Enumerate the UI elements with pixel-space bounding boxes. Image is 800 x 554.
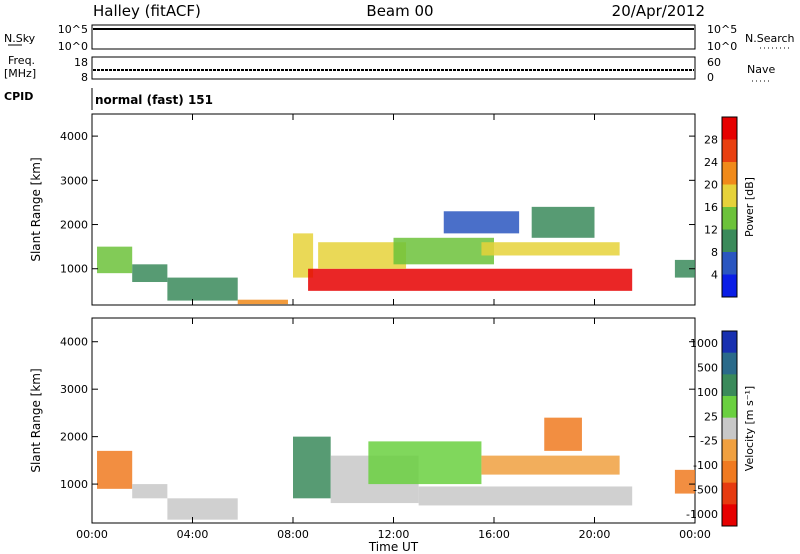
data-cell xyxy=(167,498,238,520)
data-cell xyxy=(237,299,288,305)
colorbar-segment xyxy=(722,274,737,298)
data-cell xyxy=(293,436,331,499)
x-axis-label: Time UT xyxy=(368,540,419,554)
x-tick-label: 20:00 xyxy=(579,528,611,541)
colorbar-tick-label: 100 xyxy=(697,386,718,399)
x-tick-label: 12:00 xyxy=(378,528,410,541)
colorbar-tick-label: 28 xyxy=(704,134,718,147)
nsky-tick-bottom-right: 10^0 xyxy=(707,40,737,53)
data-cell xyxy=(531,206,595,238)
colorbar-tick-label: 500 xyxy=(697,362,718,375)
colorbar-tick-label: 24 xyxy=(704,156,718,169)
y-tick-label: 2000 xyxy=(60,219,88,232)
colorbar-segment xyxy=(722,207,737,230)
colorbar-segment xyxy=(722,439,737,462)
data-cell xyxy=(318,242,407,269)
y-axis-label: Slant Range [km] xyxy=(29,157,43,261)
colorbar-tick-label: 20 xyxy=(704,179,718,192)
nsky-panel xyxy=(91,24,696,50)
data-cell xyxy=(97,246,133,274)
colorbar-label: Velocity [m s⁻¹] xyxy=(743,386,756,471)
data-cell xyxy=(418,486,633,506)
colorbar-segment xyxy=(722,331,737,354)
y-tick-label: 3000 xyxy=(60,383,88,396)
date-title: 20/Apr/2012 xyxy=(612,2,705,20)
colorbar-segment xyxy=(722,417,737,440)
colorbar-tick-label: -100 xyxy=(693,459,718,472)
data-cell xyxy=(544,417,582,451)
colorbar-segment xyxy=(722,396,737,419)
colorbar-segment xyxy=(722,461,737,484)
colorbar-tick-label: -25 xyxy=(700,435,718,448)
nave-tick-top: 60 xyxy=(707,56,721,69)
y-tick-label: 2000 xyxy=(60,431,88,444)
data-cell xyxy=(674,259,695,278)
colorbar-tick-label: -1000 xyxy=(686,508,718,521)
nsearch-label: N.Search xyxy=(745,32,795,45)
nsky-tick-bottom: 10^0 xyxy=(58,40,88,53)
data-cell xyxy=(674,469,695,494)
data-cell xyxy=(393,237,494,265)
data-cell xyxy=(308,268,633,291)
freq-label: Freq. xyxy=(8,54,35,67)
colorbar-segment xyxy=(722,229,737,253)
colorbar-tick-label: 12 xyxy=(704,224,718,237)
data-cell xyxy=(293,233,314,278)
colorbar-tick-label: 1000 xyxy=(690,337,718,350)
velocity-panel: 1000 2000 3000 4000 00:00 04:00 08:00 12:00 16:0… xyxy=(29,317,756,554)
freq-tick-top: 18 xyxy=(74,56,88,69)
nsky-tick-top-right: 10^5 xyxy=(707,23,737,36)
freq-unit-label: [MHz] xyxy=(4,67,36,80)
power-panel: 1000 2000 3000 4000 Slant Range [km] 4 8 12 16 20… xyxy=(29,113,756,306)
data-cell xyxy=(481,455,620,475)
x-tick-label: 00:00 xyxy=(76,528,108,541)
colorbar-segment xyxy=(722,482,737,505)
station-title: Halley (fitACF) xyxy=(93,2,201,20)
x-tick-label: 16:00 xyxy=(478,528,510,541)
colorbar-segment xyxy=(722,374,737,397)
colorbar-segment xyxy=(722,504,737,527)
freq-tick-bottom: 8 xyxy=(81,71,88,84)
colorbar-label: Power [dB] xyxy=(743,177,756,237)
cpid-value: normal (fast) 151 xyxy=(95,93,213,107)
data-cell xyxy=(481,242,620,256)
y-tick-label: 1000 xyxy=(60,478,88,491)
x-tick-label: 00:00 xyxy=(679,528,711,541)
nave-tick-bottom: 0 xyxy=(707,71,714,84)
colorbar-segment xyxy=(722,184,737,208)
colorbar-segment xyxy=(722,117,737,140)
y-tick-label: 4000 xyxy=(60,130,88,143)
nsky-tick-top: 10^5 xyxy=(58,23,88,36)
colorbar-frame xyxy=(721,330,738,527)
colorbar-tick-label: 8 xyxy=(711,246,718,259)
colorbar-tick-label: 25 xyxy=(704,410,718,423)
y-tick-label: 3000 xyxy=(60,174,88,187)
data-cell xyxy=(167,277,238,301)
data-cell xyxy=(132,264,168,283)
colorbar-segment xyxy=(722,352,737,375)
data-cell xyxy=(132,484,168,499)
freq-panel xyxy=(91,56,696,80)
data-cell xyxy=(97,450,133,489)
colorbar-tick-label: 4 xyxy=(711,269,718,282)
colorbar-segment xyxy=(722,162,737,185)
cpid-label: CPID xyxy=(4,90,33,103)
y-tick-label: 1000 xyxy=(60,263,88,276)
data-cell xyxy=(443,211,520,234)
beam-title: Beam 00 xyxy=(366,2,433,20)
data-cell xyxy=(368,441,482,485)
colorbar-segment xyxy=(722,139,737,163)
colorbar-tick-label: 16 xyxy=(704,201,718,214)
x-tick-label: 08:00 xyxy=(277,528,309,541)
x-tick-label: 04:00 xyxy=(177,528,209,541)
y-axis-label: Slant Range [km] xyxy=(29,368,43,472)
nsky-label: N.Sky xyxy=(4,32,36,45)
colorbar-frame xyxy=(721,116,738,298)
y-tick-label: 4000 xyxy=(60,336,88,349)
nave-label: Nave xyxy=(747,63,775,76)
colorbar-tick-label: -500 xyxy=(693,483,718,496)
colorbar-segment xyxy=(722,252,737,275)
